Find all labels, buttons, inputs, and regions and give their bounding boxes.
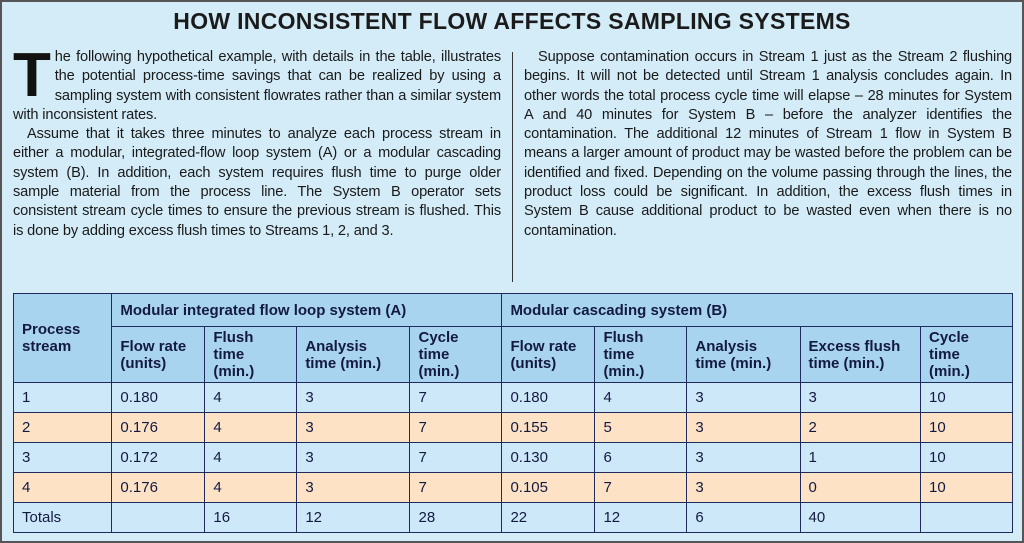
drop-cap: T xyxy=(13,41,51,110)
table-cell: 10 xyxy=(919,472,1014,503)
table-cell: 0.176 xyxy=(111,472,206,503)
paragraph: he following hypothetical example, with … xyxy=(13,49,501,123)
corner-header: Process stream xyxy=(12,293,113,383)
table-cell: 28 xyxy=(409,502,503,533)
comparison-table: Process stream Modular integrated flow lo… xyxy=(12,293,1014,533)
table-cell: 4 xyxy=(204,382,298,413)
table-cell: 6 xyxy=(594,442,688,473)
table-cell: 3 xyxy=(686,412,801,443)
column-header: Flow rate (units) xyxy=(501,326,596,383)
table-cell: 10 xyxy=(919,412,1014,443)
column-header: Analysis time (min.) xyxy=(686,326,801,383)
table-cell: 0.176 xyxy=(111,412,206,443)
paragraph: Suppose contamination occurs in Stream 1… xyxy=(524,49,1012,239)
column-header: Analysis time (min.) xyxy=(296,326,411,383)
table-cell: 22 xyxy=(501,502,596,533)
table-cell: 0.180 xyxy=(111,382,206,413)
table-row: 1 0.180 4 3 7 0.180 4 3 3 10 xyxy=(12,382,1014,413)
left-column: T he following hypothetical example, wit… xyxy=(13,41,501,241)
table-cell: 0.130 xyxy=(501,442,596,473)
table-cell: 1 xyxy=(12,382,113,413)
table-cell: 40 xyxy=(799,502,921,533)
column-header: Flush time (min.) xyxy=(594,326,688,383)
table-cell xyxy=(919,502,1014,533)
table-cell: 3 xyxy=(12,442,113,473)
table-row: 4 0.176 4 3 7 0.105 7 3 0 10 xyxy=(12,472,1014,503)
column-divider xyxy=(512,52,513,282)
table-cell: 0.180 xyxy=(501,382,596,413)
table-cell: 0.105 xyxy=(501,472,596,503)
column-header: Cycle time (min.) xyxy=(409,326,503,383)
table-cell: 0 xyxy=(799,472,921,503)
table-cell: 6 xyxy=(686,502,801,533)
table-cell: 4 xyxy=(204,472,298,503)
table-cell: Totals xyxy=(12,502,113,533)
table-cell: 7 xyxy=(409,382,503,413)
table-cell: 4 xyxy=(12,472,113,503)
table-cell: 0.155 xyxy=(501,412,596,443)
table-cell: 4 xyxy=(204,442,298,473)
table-row: 3 0.172 4 3 7 0.130 6 3 1 10 xyxy=(12,442,1014,473)
table-cell: 7 xyxy=(594,472,688,503)
table-cell: 3 xyxy=(686,382,801,413)
table-cell: 10 xyxy=(919,442,1014,473)
table-cell: 5 xyxy=(594,412,688,443)
table-cell: 12 xyxy=(296,502,411,533)
right-column: Suppose contamination occurs in Stream 1… xyxy=(524,48,1012,241)
table-cell: 3 xyxy=(296,382,411,413)
table-cell: 7 xyxy=(409,472,503,503)
table-cell: 3 xyxy=(296,472,411,503)
table-cell: 7 xyxy=(409,442,503,473)
table-cell: 3 xyxy=(296,412,411,443)
table-cell: 4 xyxy=(204,412,298,443)
table-row: 2 0.176 4 3 7 0.155 5 3 2 10 xyxy=(12,412,1014,443)
table-cell: 2 xyxy=(799,412,921,443)
table-cell: 16 xyxy=(204,502,298,533)
column-header: Flow rate (units) xyxy=(111,326,206,383)
table-cell: 1 xyxy=(799,442,921,473)
paragraph: Assume that it takes three minutes to an… xyxy=(13,126,501,239)
header-row: Flow rate (units) Flush time (min.) Analys… xyxy=(14,326,1014,383)
table-cell: 3 xyxy=(686,442,801,473)
table-cell: 3 xyxy=(799,382,921,413)
table-row: Totals 16 12 28 22 12 6 40 xyxy=(12,502,1014,533)
table-cell: 0.172 xyxy=(111,442,206,473)
title: HOW INCONSISTENT FLOW AFFECTS SAMPLING S… xyxy=(173,8,851,34)
table-cell: 2 xyxy=(12,412,113,443)
column-header: Cycle time (min.) xyxy=(919,326,1014,383)
header-row: Process stream Modular integrated flow lo… xyxy=(12,293,1013,383)
column-header: Excess flush time (min.) xyxy=(799,326,921,383)
table-cell: 7 xyxy=(409,412,503,443)
column-header: Flush time (min.) xyxy=(204,326,298,383)
table-cell: 4 xyxy=(594,382,688,413)
table-cell xyxy=(111,502,206,533)
table-cell: 3 xyxy=(686,472,801,503)
group-header: Modular integrated flow loop system (A) xyxy=(111,293,503,327)
table-cell: 3 xyxy=(296,442,411,473)
group-header: Modular cascading system (B) xyxy=(501,293,1013,327)
table-cell: 12 xyxy=(594,502,688,533)
table-cell: 10 xyxy=(919,382,1014,413)
